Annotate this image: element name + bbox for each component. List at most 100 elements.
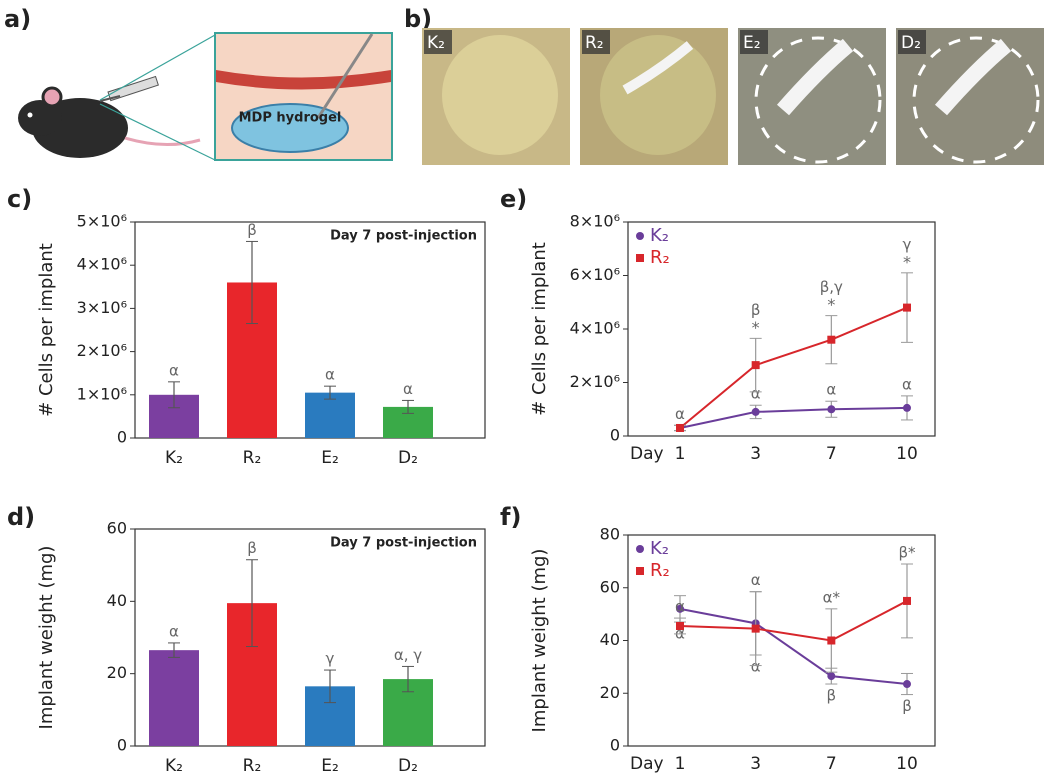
bar	[149, 650, 199, 746]
photo-label: R₂	[585, 33, 604, 53]
annotation: α	[325, 366, 335, 384]
photo-label-bg	[424, 30, 452, 54]
line	[679, 406, 908, 429]
y-tick-label: 5×10⁶	[77, 212, 127, 231]
point	[676, 423, 684, 432]
x-tick-label: 10	[896, 754, 918, 774]
photo-label: K₂	[427, 33, 445, 53]
panel-label: f)	[500, 503, 521, 531]
annotation: β,γ	[820, 278, 843, 296]
annotation: α	[751, 571, 761, 589]
y-tick-label: 1×10⁶	[77, 384, 127, 403]
x-tick-label: 3	[750, 754, 761, 774]
annotation: β	[247, 539, 257, 557]
y-tick-label: 4×10⁶	[570, 319, 620, 338]
chart-panel: e) 0 2×10⁶ 4×10⁶ 6×10⁶ 8×10⁶ # Cells per impla…	[500, 185, 936, 464]
legend-marker	[636, 254, 644, 262]
annotation: α	[675, 598, 685, 616]
x-tick-label: K₂	[165, 756, 183, 776]
implant	[442, 35, 558, 155]
legend-label: K₂	[650, 538, 669, 559]
y-axis-label: Implant weight (mg)	[36, 546, 57, 730]
y-tick-label: 0	[610, 736, 620, 755]
y-tick-label: 2×10⁶	[77, 341, 127, 360]
photo-label: D₂	[901, 33, 921, 53]
legend-marker	[636, 545, 644, 553]
point	[676, 621, 684, 630]
x-axis-label: Day	[630, 754, 664, 774]
x-tick-label: R₂	[243, 756, 262, 776]
y-tick-label: 0	[610, 426, 620, 445]
chart-panel: f) 0 20 40 60 80 Implant weight (mg) Day 1 3 7 10 α α…	[500, 503, 936, 774]
annotation: β	[247, 221, 257, 239]
photo-label-bg	[898, 30, 926, 54]
photo-label: E₂	[743, 33, 761, 53]
gel	[934, 38, 1012, 116]
significance: *	[827, 295, 835, 314]
chart-panel: d) 0 20 40 60 Implant weight (mg) Day 7 post-i…	[7, 503, 486, 776]
chart-title: Day 7 post-injection	[330, 229, 477, 244]
annotation: α	[826, 381, 836, 399]
point	[676, 604, 684, 613]
legend-marker	[636, 232, 644, 240]
x-tick-label: 1	[675, 444, 686, 464]
annotation: α, γ	[394, 646, 422, 664]
y-tick-label: 80	[600, 525, 620, 544]
annotation: α	[169, 361, 179, 379]
significance: *	[752, 318, 760, 337]
y-tick-label: 60	[600, 577, 620, 596]
annotation: β	[902, 697, 912, 715]
hydrogel-label: MDP hydrogel	[239, 111, 342, 126]
y-tick-label: 8×10⁶	[570, 212, 620, 231]
x-tick-label: D₂	[398, 756, 418, 776]
annotation: γ	[903, 235, 912, 253]
skin-inset: MDP hydrogel	[214, 32, 393, 161]
y-axis-label: Implant weight (mg)	[529, 549, 550, 733]
y-tick-label: 2×10⁶	[570, 372, 620, 391]
point	[903, 303, 911, 312]
implant	[600, 35, 716, 155]
y-axis-label: # Cells per implant	[529, 242, 550, 416]
implant-outline	[754, 36, 882, 164]
x-tick-label: K₂	[165, 448, 183, 468]
implant-outline	[912, 36, 1040, 164]
point	[827, 405, 836, 414]
gel	[776, 38, 854, 116]
point	[903, 596, 911, 605]
y-tick-label: 0	[117, 428, 127, 447]
x-tick-label: E₂	[321, 448, 339, 468]
point	[751, 624, 760, 633]
annotation: α	[403, 380, 413, 398]
annotation: α	[675, 405, 685, 423]
legend-marker	[636, 567, 644, 575]
y-tick-label: 0	[117, 736, 127, 755]
x-tick-label: D₂	[398, 448, 418, 468]
chart-title: Day 7 post-injection	[330, 536, 477, 551]
x-tick-label: R₂	[243, 448, 262, 468]
x-tick-label: 7	[826, 754, 837, 774]
y-tick-label: 20	[600, 683, 620, 702]
annotation: α	[751, 385, 761, 403]
point	[827, 335, 836, 344]
point	[751, 407, 760, 416]
x-tick-label: 10	[896, 444, 918, 464]
annotation: γ	[326, 650, 335, 668]
annotation: α	[902, 375, 912, 393]
y-tick-label: 6×10⁶	[570, 265, 620, 284]
panel-label: d)	[7, 503, 35, 531]
y-tick-label: 60	[107, 519, 127, 538]
mouse-illustration	[18, 34, 216, 161]
y-tick-label: 40	[107, 591, 127, 610]
line	[679, 607, 908, 686]
x-tick-label: 1	[675, 754, 686, 774]
annotation: α	[751, 658, 761, 676]
y-tick-label: 3×10⁶	[77, 298, 127, 317]
point	[827, 636, 836, 645]
y-tick-label: 4×10⁶	[77, 255, 127, 274]
chart-panel: c) 0 1×10⁶ 2×10⁶ 3×10⁶ 4×10⁶ 5×10⁶ # Cells per …	[7, 185, 486, 468]
photo-label-bg	[740, 30, 768, 54]
legend-label: K₂	[650, 225, 669, 246]
bar	[305, 392, 355, 438]
y-tick-label: 40	[600, 630, 620, 649]
